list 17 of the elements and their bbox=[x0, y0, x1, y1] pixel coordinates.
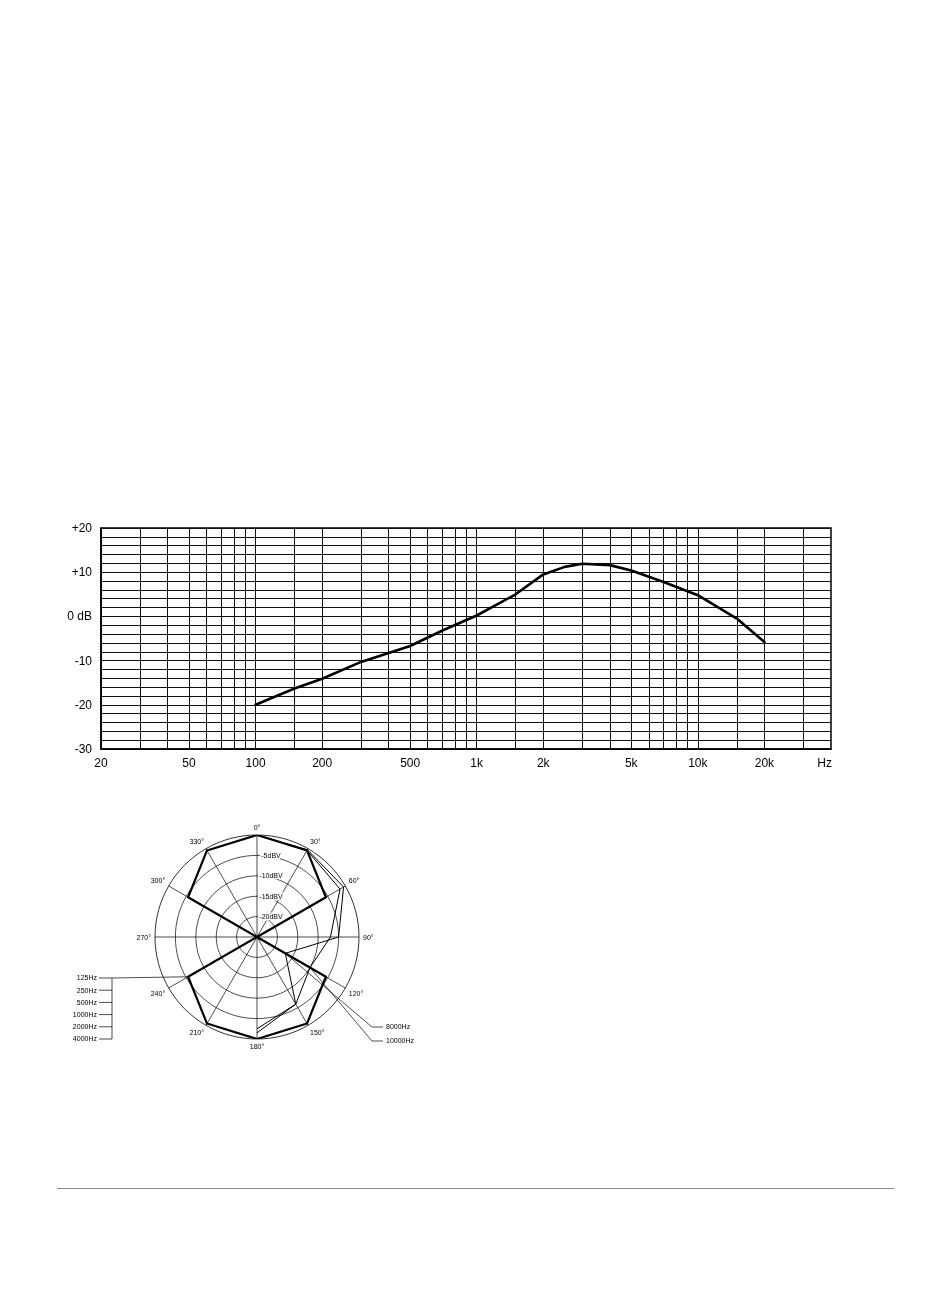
x-axis-title: Hz bbox=[817, 756, 832, 770]
x-tick-label: 500 bbox=[400, 756, 421, 770]
x-tick-label: 200 bbox=[312, 756, 333, 770]
x-tick-label: 100 bbox=[245, 756, 266, 770]
x-tick-label: 10k bbox=[688, 756, 709, 770]
y-tick-label: -20 bbox=[74, 697, 93, 712]
x-tick-label: 2k bbox=[536, 756, 551, 770]
x-tick-label: 50 bbox=[182, 756, 196, 770]
x-tick-label: 20k bbox=[754, 756, 776, 770]
y-tick-label: 0 dB bbox=[67, 609, 92, 624]
x-tick-label: 1k bbox=[470, 756, 485, 770]
y-tick-label: -30 bbox=[74, 742, 93, 756]
y-tick-label: +10 bbox=[71, 565, 93, 580]
x-tick-label: 5k bbox=[624, 756, 639, 770]
y-tick-label: -10 bbox=[74, 653, 93, 668]
x-tick-label: 20 bbox=[94, 756, 108, 770]
y-tick-label: +20 bbox=[71, 521, 93, 535]
